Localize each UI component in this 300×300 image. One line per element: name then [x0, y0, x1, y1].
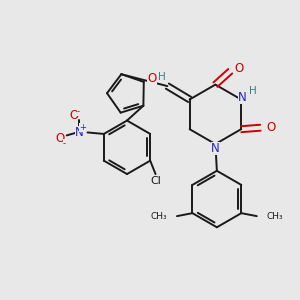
Text: N: N [238, 92, 247, 104]
Text: +: + [79, 123, 86, 132]
Text: O: O [69, 109, 79, 122]
Text: CH₃: CH₃ [151, 212, 167, 220]
Text: H: H [248, 85, 256, 96]
Text: -: - [76, 107, 80, 116]
Text: O: O [266, 121, 275, 134]
Text: O: O [56, 132, 65, 145]
Text: -: - [63, 139, 66, 148]
Text: CH₃: CH₃ [266, 212, 283, 220]
Text: N: N [75, 126, 84, 139]
Text: O: O [235, 62, 244, 75]
Text: N: N [211, 142, 220, 155]
Text: O: O [148, 73, 157, 85]
Text: Cl: Cl [150, 176, 161, 186]
Text: H: H [158, 72, 166, 82]
